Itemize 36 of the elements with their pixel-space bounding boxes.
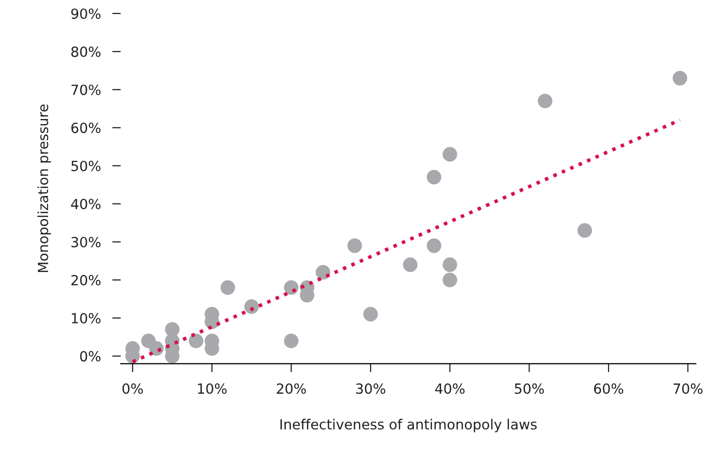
point <box>442 147 458 162</box>
x-tick-label: 20% <box>276 383 306 394</box>
y-tick-label: 20% <box>71 274 100 286</box>
y-tick-label: 40% <box>71 198 100 210</box>
x-tick-label: 70% <box>674 383 703 394</box>
point <box>284 280 299 295</box>
point <box>244 299 259 314</box>
point <box>188 334 204 348</box>
x-tick-label: 40% <box>435 383 465 394</box>
point <box>426 170 442 184</box>
point <box>577 223 592 238</box>
y-tick-label: 50% <box>71 160 100 172</box>
point <box>442 272 458 288</box>
y-tick-label: 90% <box>71 8 100 19</box>
point <box>284 334 299 348</box>
x-tick-label: 50% <box>514 383 544 394</box>
y-tick-label: 70% <box>72 84 100 96</box>
y-tick-label: 0% <box>80 351 100 362</box>
y-tick-label: 10% <box>72 312 100 324</box>
point <box>442 257 458 272</box>
point <box>220 280 236 295</box>
point <box>426 238 442 253</box>
y-tick-label: 30% <box>71 236 100 248</box>
point <box>363 306 378 322</box>
point <box>538 94 552 108</box>
x-tick-label: 10% <box>198 383 227 394</box>
y-tick-label: 60% <box>71 122 100 134</box>
point <box>672 70 688 86</box>
x-tick-label: 30% <box>356 383 386 394</box>
point <box>347 238 362 253</box>
x-axis-title: Ineffectiveness of antimonopoly laws <box>280 418 537 432</box>
x-tick-label: 0% <box>122 383 143 394</box>
point <box>402 257 418 272</box>
x-tick-label: 60% <box>594 383 624 394</box>
y-tick-label: 80% <box>71 46 100 58</box>
y-axis-title: Monopolization pressure <box>38 104 51 272</box>
